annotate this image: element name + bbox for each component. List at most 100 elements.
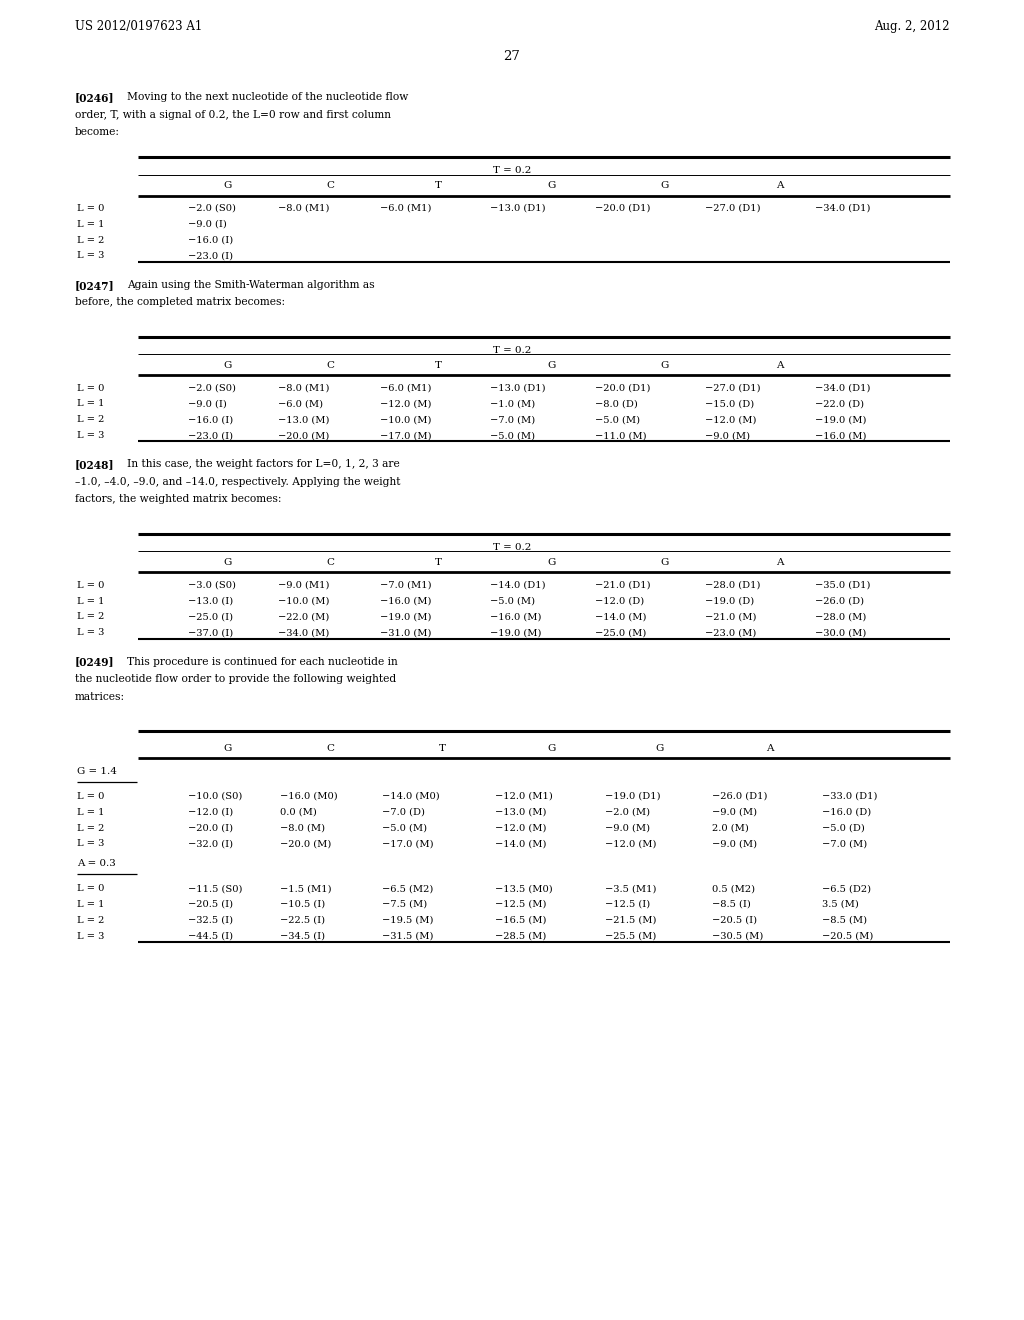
Text: T = 0.2: T = 0.2 [493, 543, 531, 552]
Text: −19.5 (M): −19.5 (M) [382, 916, 433, 925]
Text: −9.0 (M): −9.0 (M) [712, 840, 757, 849]
Text: −22.0 (D): −22.0 (D) [815, 400, 864, 408]
Text: −20.0 (M): −20.0 (M) [278, 432, 330, 440]
Text: −8.0 (M1): −8.0 (M1) [278, 384, 330, 392]
Text: L = 3: L = 3 [77, 840, 104, 849]
Text: −6.5 (D2): −6.5 (D2) [822, 884, 871, 894]
Text: −6.5 (M2): −6.5 (M2) [382, 884, 433, 894]
Text: −25.0 (I): −25.0 (I) [188, 612, 233, 622]
Text: −8.5 (I): −8.5 (I) [712, 900, 751, 909]
Text: −16.0 (M): −16.0 (M) [380, 597, 431, 606]
Text: −25.0 (M): −25.0 (M) [595, 628, 646, 638]
Text: G: G [660, 181, 670, 190]
Text: −12.5 (M): −12.5 (M) [495, 900, 547, 909]
Text: −26.0 (D): −26.0 (D) [815, 597, 864, 606]
Text: −7.0 (M): −7.0 (M) [490, 416, 536, 424]
Text: G: G [224, 558, 232, 566]
Text: −19.0 (M): −19.0 (M) [490, 628, 542, 638]
Text: −28.5 (M): −28.5 (M) [495, 932, 547, 941]
Text: factors, the weighted matrix becomes:: factors, the weighted matrix becomes: [75, 494, 282, 504]
Text: L = 2: L = 2 [77, 824, 104, 833]
Text: A: A [776, 558, 783, 566]
Text: −11.0 (M): −11.0 (M) [595, 432, 646, 440]
Text: −26.0 (D1): −26.0 (D1) [712, 792, 768, 801]
Text: G: G [660, 360, 670, 370]
Text: −12.0 (M): −12.0 (M) [705, 416, 757, 424]
Text: −8.0 (M): −8.0 (M) [280, 824, 326, 833]
Text: T = 0.2: T = 0.2 [493, 166, 531, 176]
Text: L = 2: L = 2 [77, 916, 104, 925]
Text: −9.0 (M): −9.0 (M) [712, 808, 757, 817]
Text: C: C [326, 558, 334, 566]
Text: −31.0 (M): −31.0 (M) [380, 628, 431, 638]
Text: −10.0 (M): −10.0 (M) [278, 597, 330, 606]
Text: −44.5 (I): −44.5 (I) [188, 932, 233, 941]
Text: −6.0 (M): −6.0 (M) [278, 400, 324, 408]
Text: −33.0 (D1): −33.0 (D1) [822, 792, 878, 801]
Text: [0246]: [0246] [75, 92, 115, 103]
Text: −31.5 (M): −31.5 (M) [382, 932, 433, 941]
Text: US 2012/0197623 A1: US 2012/0197623 A1 [75, 20, 203, 33]
Text: −9.0 (M1): −9.0 (M1) [278, 581, 330, 590]
Text: G: G [655, 744, 665, 752]
Text: L = 3: L = 3 [77, 432, 104, 440]
Text: −35.0 (D1): −35.0 (D1) [815, 581, 870, 590]
Text: −11.5 (S0): −11.5 (S0) [188, 884, 243, 894]
Text: −10.0 (S0): −10.0 (S0) [188, 792, 243, 801]
Text: −21.5 (M): −21.5 (M) [605, 916, 656, 925]
Text: matrices:: matrices: [75, 692, 125, 701]
Text: −30.5 (M): −30.5 (M) [712, 932, 763, 941]
Text: This procedure is continued for each nucleotide in: This procedure is continued for each nuc… [127, 656, 397, 667]
Text: −7.0 (M): −7.0 (M) [822, 840, 867, 849]
Text: L = 0: L = 0 [77, 884, 104, 894]
Text: T: T [434, 181, 441, 190]
Text: L = 0: L = 0 [77, 384, 104, 392]
Text: L = 3: L = 3 [77, 628, 104, 638]
Text: −5.0 (M): −5.0 (M) [490, 432, 536, 440]
Text: −21.0 (M): −21.0 (M) [705, 612, 757, 622]
Text: −7.0 (D): −7.0 (D) [382, 808, 425, 817]
Text: [0248]: [0248] [75, 459, 115, 470]
Text: L = 1: L = 1 [77, 400, 104, 408]
Text: T: T [438, 744, 445, 752]
Text: A = 0.3: A = 0.3 [77, 859, 116, 869]
Text: −19.0 (M): −19.0 (M) [380, 612, 431, 622]
Text: −2.0 (S0): −2.0 (S0) [188, 205, 236, 213]
Text: the nucleotide flow order to provide the following weighted: the nucleotide flow order to provide the… [75, 675, 396, 684]
Text: −20.0 (M): −20.0 (M) [280, 840, 332, 849]
Text: −13.0 (D1): −13.0 (D1) [490, 384, 546, 392]
Text: 2.0 (M): 2.0 (M) [712, 824, 749, 833]
Text: −5.0 (M): −5.0 (M) [382, 824, 427, 833]
Text: −14.0 (M): −14.0 (M) [495, 840, 547, 849]
Text: −15.0 (D): −15.0 (D) [705, 400, 755, 408]
Text: −16.0 (I): −16.0 (I) [188, 416, 233, 424]
Text: Again using the Smith-Waterman algorithm as: Again using the Smith-Waterman algorithm… [127, 280, 375, 289]
Text: L = 1: L = 1 [77, 808, 104, 817]
Text: [0247]: [0247] [75, 280, 115, 290]
Text: L = 2: L = 2 [77, 612, 104, 622]
Text: 0.5 (M2): 0.5 (M2) [712, 884, 755, 894]
Text: L = 1: L = 1 [77, 597, 104, 606]
Text: −1.5 (M1): −1.5 (M1) [280, 884, 332, 894]
Text: −8.0 (D): −8.0 (D) [595, 400, 638, 408]
Text: −6.0 (M1): −6.0 (M1) [380, 384, 431, 392]
Text: −23.0 (I): −23.0 (I) [188, 251, 233, 260]
Text: −10.5 (I): −10.5 (I) [280, 900, 326, 909]
Text: −16.0 (M): −16.0 (M) [815, 432, 866, 440]
Text: −12.0 (M): −12.0 (M) [605, 840, 656, 849]
Text: −25.5 (M): −25.5 (M) [605, 932, 656, 941]
Text: −34.0 (M): −34.0 (M) [278, 628, 330, 638]
Text: −20.5 (M): −20.5 (M) [822, 932, 873, 941]
Text: −34.5 (I): −34.5 (I) [280, 932, 326, 941]
Text: C: C [326, 181, 334, 190]
Text: −13.0 (I): −13.0 (I) [188, 597, 233, 606]
Text: −22.0 (M): −22.0 (M) [278, 612, 330, 622]
Text: −7.5 (M): −7.5 (M) [382, 900, 427, 909]
Text: G: G [660, 558, 670, 566]
Text: G: G [224, 360, 232, 370]
Text: −30.0 (M): −30.0 (M) [815, 628, 866, 638]
Text: −22.5 (I): −22.5 (I) [280, 916, 326, 925]
Text: [0249]: [0249] [75, 656, 115, 668]
Text: −7.0 (M1): −7.0 (M1) [380, 581, 432, 590]
Text: −13.0 (M): −13.0 (M) [278, 416, 330, 424]
